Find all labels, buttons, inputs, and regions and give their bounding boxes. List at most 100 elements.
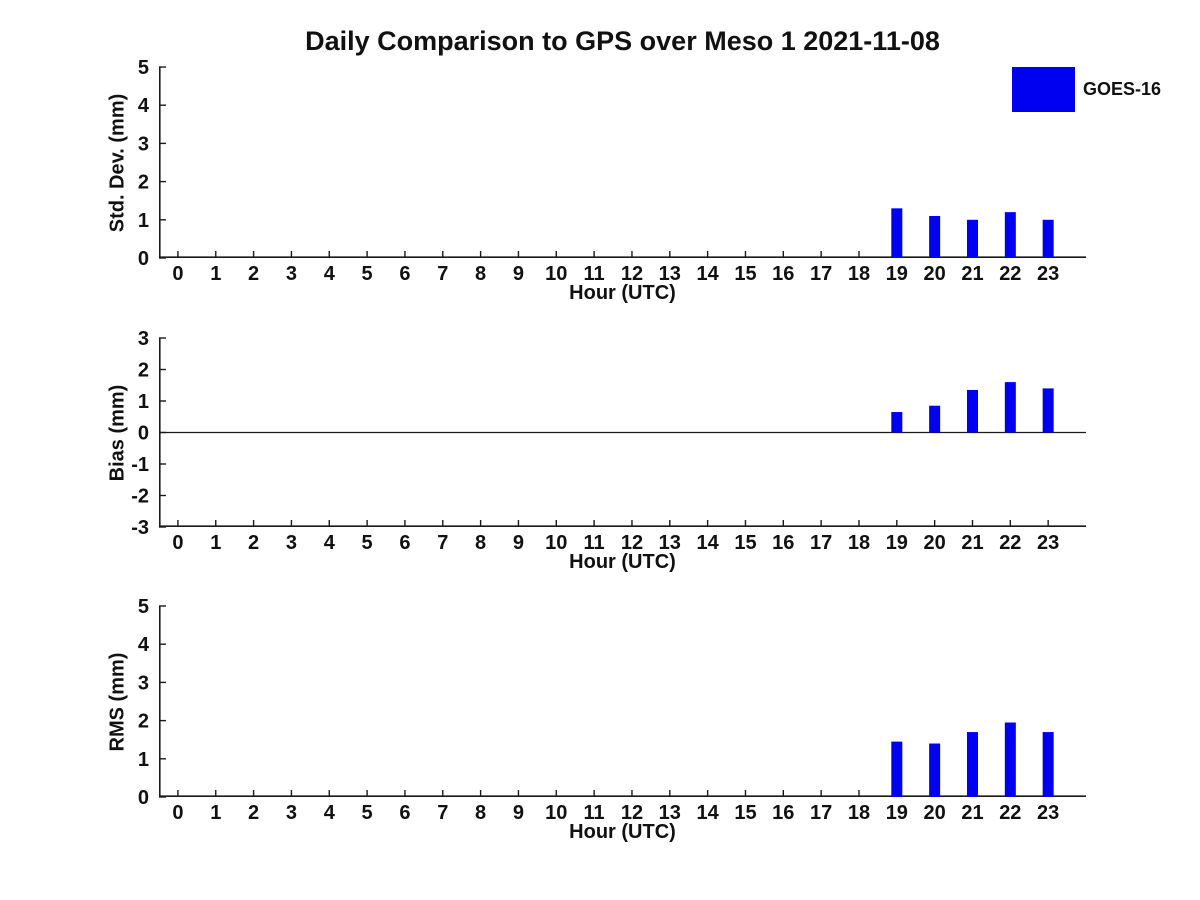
chart-title: Daily Comparison to GPS over Meso 1 2021… xyxy=(305,26,940,56)
x-tick-label: 10 xyxy=(545,532,567,554)
subplot-rms: 0 1 2 3 4 5 6 7 8 9 10 11 12 13 14 15 16 17 18 19 20 21 22 23 0 1… xyxy=(107,596,1086,843)
x-tick-label: 6 xyxy=(399,532,410,554)
y-axis-label-bias: Bias (mm) xyxy=(106,384,129,481)
x-tick-label: 1 xyxy=(210,802,221,824)
y-tick-label: -2 xyxy=(131,486,149,508)
x-tick-label: 4 xyxy=(324,532,336,554)
x-tick-label: 16 xyxy=(772,802,794,824)
x-tick-label: 0 xyxy=(172,532,183,554)
x-tick-label: 20 xyxy=(924,802,946,824)
y-tick-label: 3 xyxy=(138,133,149,155)
x-axis-label-rms: Hour (UTC) xyxy=(569,821,676,843)
y-tick-label: 4 xyxy=(138,95,150,117)
x-tick-label: 13 xyxy=(659,263,681,285)
bar-hour-23 xyxy=(1042,732,1054,797)
bar-hour-23 xyxy=(1042,388,1054,433)
x-tick-label: 5 xyxy=(362,263,373,285)
x-tick-label: 17 xyxy=(810,263,832,285)
x-tick-label: 21 xyxy=(961,532,983,554)
x-tick-label: 22 xyxy=(999,802,1021,824)
x-tick-label: 20 xyxy=(924,263,946,285)
x-tick-label: 4 xyxy=(324,263,336,285)
std-dev-plot-svg: 0 1 2 3 4 5 6 7 8 9 10 11 12 13 14 15 16 17 18 19 20 21 22 2301… xyxy=(138,57,1086,285)
x-tick-label: 16 xyxy=(772,532,794,554)
x-tick-label: 23 xyxy=(1037,263,1059,285)
y-tick-label: 1 xyxy=(138,210,149,232)
x-tick-label: 8 xyxy=(475,532,486,554)
y-tick-label: -1 xyxy=(131,454,149,476)
x-tick-label: 13 xyxy=(659,532,681,554)
x-tick-label: 10 xyxy=(545,802,567,824)
x-tick-label: 9 xyxy=(513,263,524,285)
y-tick-label: -3 xyxy=(131,517,149,539)
y-tick-label: 3 xyxy=(138,328,149,350)
x-tick-label: 18 xyxy=(848,802,870,824)
y-tick-label: 3 xyxy=(138,672,149,694)
x-tick-label: 18 xyxy=(848,532,870,554)
x-tick-label: 11 xyxy=(584,802,605,824)
legend-swatch-goes16 xyxy=(1012,67,1075,112)
bar-hour-22 xyxy=(1004,212,1016,258)
bar-hour-21 xyxy=(966,389,978,433)
x-tick-label: 16 xyxy=(772,263,794,285)
x-axis-label-std-dev: Hour (UTC) xyxy=(569,282,676,304)
x-tick-label: 9 xyxy=(513,532,524,554)
x-tick-label: 12 xyxy=(621,802,643,824)
x-tick-label: 22 xyxy=(999,532,1021,554)
x-tick-label: 5 xyxy=(362,802,373,824)
bar-hour-19 xyxy=(891,412,903,433)
bar-hour-21 xyxy=(966,219,978,258)
x-tick-label: 2 xyxy=(248,263,259,285)
x-tick-label: 3 xyxy=(286,263,297,285)
subplot-std-dev: 0 1 2 3 4 5 6 7 8 9 10 11 12 13 14 15 16 17 18 19 20 21 22 23 0 1… xyxy=(107,57,1086,304)
x-tick-label: 21 xyxy=(961,263,983,285)
x-tick-label: 19 xyxy=(886,532,908,554)
x-tick-label: 15 xyxy=(734,263,756,285)
x-tick-label: 5 xyxy=(362,532,373,554)
x-tick-label: 1 xyxy=(210,532,221,554)
y-tick-label: 2 xyxy=(138,711,149,733)
y-axis-label-std-dev: Std. Dev. (mm) xyxy=(106,93,129,232)
x-tick-label: 19 xyxy=(886,263,908,285)
y-tick-label: 0 xyxy=(138,423,149,445)
bar-hour-20 xyxy=(929,405,941,433)
y-tick-label: 2 xyxy=(138,172,149,194)
legend: GOES-16 xyxy=(1012,67,1161,112)
x-tick-label: 9 xyxy=(513,802,524,824)
x-tick-label: 7 xyxy=(437,532,448,554)
x-tick-label: 3 xyxy=(286,532,297,554)
x-tick-label: 14 xyxy=(697,802,720,824)
x-tick-label: 3 xyxy=(286,802,297,824)
y-tick-label: 5 xyxy=(138,596,149,618)
x-tick-label: 12 xyxy=(621,263,643,285)
bar-hour-22 xyxy=(1004,722,1016,797)
x-tick-label: 8 xyxy=(475,263,486,285)
x-tick-label: 11 xyxy=(584,532,605,554)
x-tick-label: 1 xyxy=(210,263,221,285)
x-tick-label: 17 xyxy=(810,532,832,554)
y-tick-label: 2 xyxy=(138,360,149,382)
x-tick-label: 11 xyxy=(584,263,605,285)
y-tick-label: 0 xyxy=(138,248,149,270)
x-tick-label: 17 xyxy=(810,802,832,824)
y-tick-label: 1 xyxy=(138,391,149,413)
x-tick-label: 4 xyxy=(324,802,336,824)
x-tick-label: 7 xyxy=(437,263,448,285)
bar-hour-22 xyxy=(1004,382,1016,433)
x-tick-label: 15 xyxy=(734,532,756,554)
x-tick-label: 20 xyxy=(924,532,946,554)
x-tick-label: 13 xyxy=(659,802,681,824)
subplot-bias: 0 1 2 3 4 5 6 7 8 9 10 11 12 13 14 15 16 17 18 19 20 21 22 23 -3… xyxy=(107,328,1086,573)
x-tick-label: 21 xyxy=(961,802,983,824)
y-tick-label: 1 xyxy=(138,749,149,771)
y-tick-label: 4 xyxy=(138,634,150,656)
bar-hour-20 xyxy=(929,215,941,258)
bar-hour-19 xyxy=(891,208,903,258)
bar-hour-20 xyxy=(929,743,941,797)
x-tick-label: 23 xyxy=(1037,532,1059,554)
y-tick-label: 0 xyxy=(138,787,149,809)
x-tick-label: 23 xyxy=(1037,802,1059,824)
x-tick-label: 18 xyxy=(848,263,870,285)
bar-hour-21 xyxy=(966,732,978,797)
x-tick-label: 22 xyxy=(999,263,1021,285)
